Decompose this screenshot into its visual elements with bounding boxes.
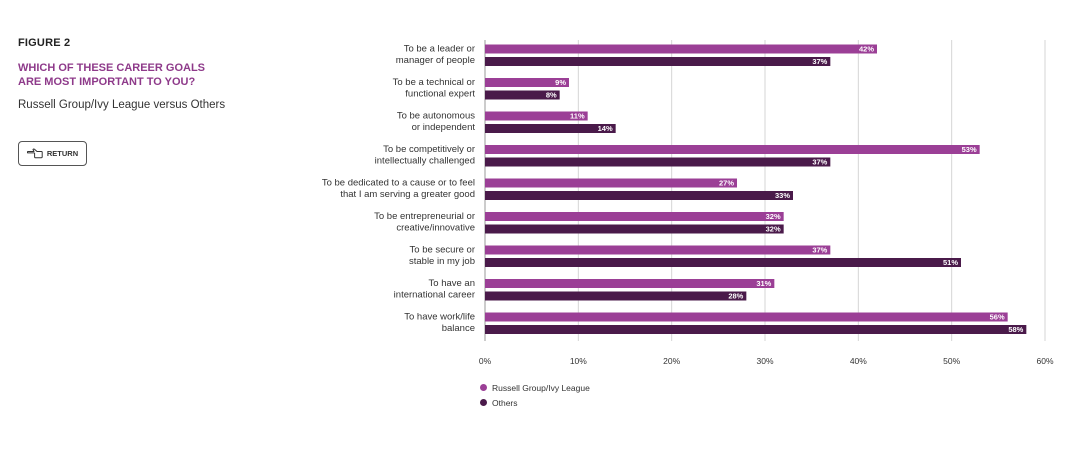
category-label: that I am serving a greater good xyxy=(340,189,475,200)
bar-value-label: 8% xyxy=(546,91,557,100)
category-label: To be entrepreneurial or xyxy=(374,211,475,222)
bar-value-label: 37% xyxy=(812,246,827,255)
chart-title-line-2: ARE MOST IMPORTANT TO YOU? xyxy=(18,76,196,88)
x-tick-label: 50% xyxy=(943,356,960,366)
category-label: functional expert xyxy=(405,89,475,100)
bar-value-label: 14% xyxy=(598,124,613,133)
x-axis-tick-labels: 0% 10% 20% 30% 40% 50% 60% xyxy=(479,356,1054,366)
category-label: creative/innovative xyxy=(396,223,475,234)
bar xyxy=(485,291,747,301)
bar xyxy=(485,124,616,133)
bar xyxy=(485,78,569,87)
category-label: stable in my job xyxy=(409,256,475,267)
category-label: To have an xyxy=(429,278,475,289)
bar xyxy=(485,224,784,234)
bar xyxy=(485,191,793,200)
bar xyxy=(485,90,560,100)
category-label: To be secure or xyxy=(410,245,475,256)
bar xyxy=(485,312,1008,322)
x-tick-label: 40% xyxy=(850,356,867,366)
category-label: balance xyxy=(442,323,475,334)
legend-swatch-russell-group xyxy=(480,384,487,391)
bar-value-label: 33% xyxy=(775,191,790,200)
bar-value-label: 51% xyxy=(943,258,958,267)
grid-lines xyxy=(484,40,1046,341)
category-label: To be autonomous xyxy=(397,111,475,122)
legend-label-russell-group: Russell Group/Ivy League xyxy=(492,382,590,393)
bar xyxy=(485,57,831,66)
bar-value-label: 56% xyxy=(990,313,1005,322)
category-label: To be competitively or xyxy=(383,144,475,155)
bar-value-label: 37% xyxy=(812,158,827,167)
bar-value-label: 9% xyxy=(555,78,566,87)
figure-label: FIGURE 2 xyxy=(18,37,71,49)
x-tick-label: 20% xyxy=(663,356,680,366)
chart-subtitle: Russell Group/Ivy League versus Others xyxy=(18,99,226,111)
category-label: manager of people xyxy=(396,55,475,66)
bar-value-label: 42% xyxy=(859,45,874,54)
bar xyxy=(485,145,980,154)
legend-item-russell-group: Russell Group/Ivy League xyxy=(480,380,590,395)
bar-value-label: 32% xyxy=(766,212,781,221)
chart-title: WHICH OF THESE CAREER GOALS ARE MOST IMP… xyxy=(18,61,248,89)
bar-value-label: 27% xyxy=(719,179,734,188)
category-label: To be a leader or xyxy=(404,44,475,55)
legend-label-others: Others xyxy=(492,397,518,408)
bar-value-label: 28% xyxy=(728,292,743,301)
hand-pointing-left-icon xyxy=(26,148,43,159)
x-tick-label: 10% xyxy=(570,356,587,366)
bar-value-label: 32% xyxy=(766,225,781,234)
x-tick-label: 0% xyxy=(479,356,492,366)
bar xyxy=(485,245,831,255)
bar xyxy=(485,258,961,267)
chart-title-line-1: WHICH OF THESE CAREER GOALS xyxy=(18,62,206,74)
category-label: intellectually challenged xyxy=(375,156,475,167)
bar-value-label: 31% xyxy=(756,279,771,288)
return-button-label: RETURN xyxy=(46,149,79,158)
bar-value-label: 53% xyxy=(962,145,977,154)
category-label: To have work/life xyxy=(404,312,475,323)
category-label: or independent xyxy=(412,122,476,133)
legend-swatch-others xyxy=(480,399,487,406)
bar xyxy=(485,279,775,288)
x-tick-label: 60% xyxy=(1036,356,1053,366)
bar xyxy=(485,111,588,121)
bar-value-label: 58% xyxy=(1008,325,1023,334)
legend-item-others: Others xyxy=(480,395,590,410)
return-button[interactable]: RETURN xyxy=(18,141,87,166)
bar xyxy=(485,325,1027,334)
bars: 42% 37% 9% 8% 11% 14% 53% 37% 27% 33% 32% 32% 37% 51%… xyxy=(485,44,1027,334)
bar xyxy=(485,157,831,167)
bar-value-label: 11% xyxy=(570,112,585,121)
bar xyxy=(485,44,877,54)
bar xyxy=(485,212,784,221)
category-label: international career xyxy=(394,290,475,301)
legend: Russell Group/Ivy League Others xyxy=(480,380,590,410)
category-label: To be dedicated to a cause or to feel xyxy=(322,178,475,189)
bar-value-label: 37% xyxy=(812,57,827,66)
x-tick-label: 30% xyxy=(756,356,773,366)
category-label: To be a technical or xyxy=(393,77,475,88)
bar xyxy=(485,178,737,188)
